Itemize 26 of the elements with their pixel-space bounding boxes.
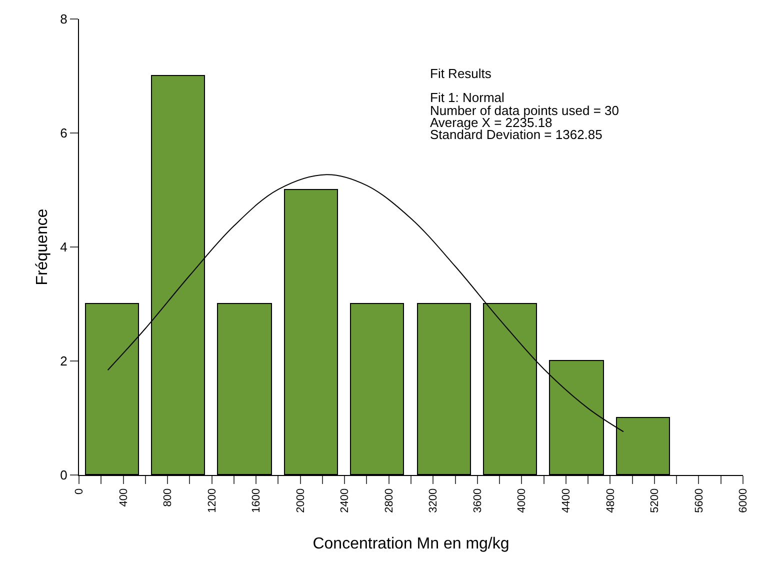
x-tick-label: 0 (74, 488, 86, 495)
x-tick-label: 5200 (649, 488, 662, 513)
x-axis-title: Concentration Mn en mg/kg (312, 536, 510, 553)
y-tick-label: 0 (60, 468, 68, 483)
x-tick-label: 4000 (516, 488, 528, 513)
y-tick-label: 8 (60, 12, 68, 27)
x-tick-label: 3600 (472, 488, 484, 513)
x-tick-label: 4400 (560, 488, 573, 513)
y-tick-label: 6 (60, 126, 68, 141)
x-tick-label: 3200 (428, 488, 440, 513)
annotation: Fit 1: Normal (430, 90, 505, 105)
x-tick-label: 2800 (383, 488, 396, 513)
x-tick-label: 1200 (206, 488, 218, 513)
y-tick-label: 4 (60, 240, 68, 255)
x-tick-label: 5600 (693, 488, 706, 513)
x-tick-label: 6000 (738, 488, 750, 513)
x-tick-label: 1600 (250, 488, 263, 513)
annotation: Number of data points used = 30 (430, 103, 619, 118)
x-tick-label: 400 (118, 488, 130, 507)
x-tick-label: 4800 (604, 488, 617, 513)
x-tick-label: 800 (162, 488, 174, 507)
x-tick-label: 2400 (339, 488, 352, 513)
x-tick-label: 2000 (294, 488, 307, 513)
y-axis-title: Fréquence (34, 208, 52, 286)
annotation: Fit Results (430, 66, 492, 81)
y-tick-label: 2 (60, 354, 68, 369)
